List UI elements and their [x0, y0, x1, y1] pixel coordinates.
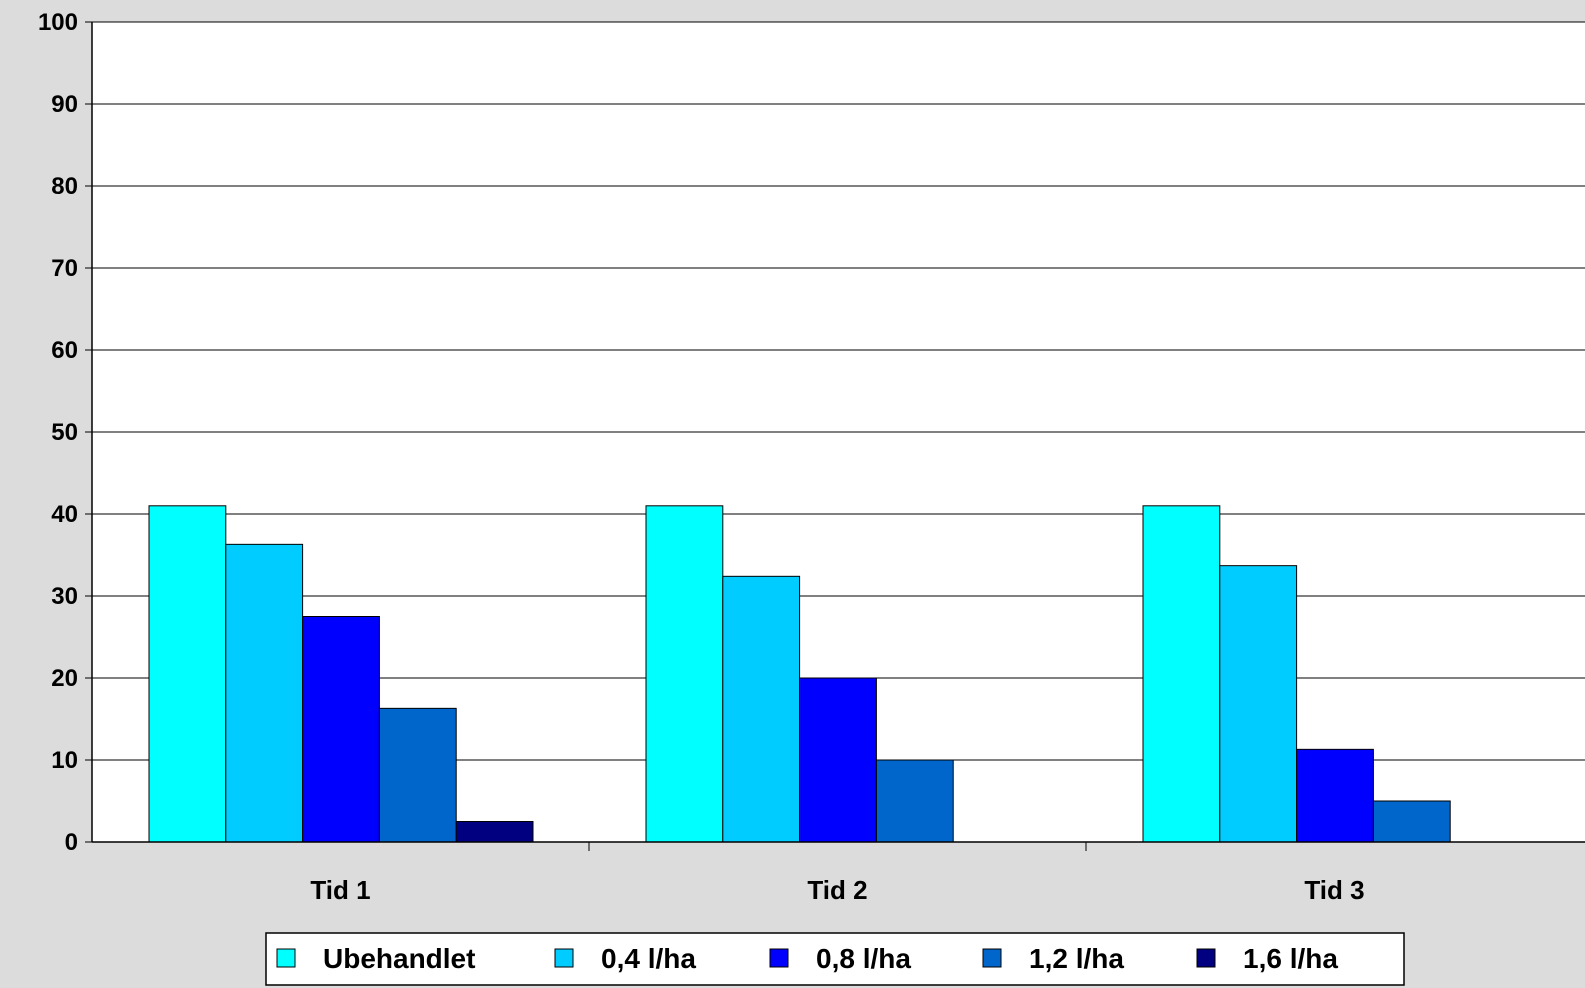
axes — [85, 21, 1585, 851]
y-tick-label: 50 — [51, 419, 78, 446]
bar — [302, 616, 380, 843]
legend-swatch — [554, 948, 574, 968]
y-tick-label: 80 — [51, 173, 78, 200]
legend: Ubehandlet 0,4 l/ha 0,8 l/ha 1,2 l/ha 1,6 l/… — [265, 932, 1405, 986]
legend-swatch — [1196, 948, 1216, 968]
bars — [148, 505, 1451, 843]
y-tick-label: 20 — [51, 665, 78, 692]
x-tick-label: Tid 3 — [1304, 875, 1364, 905]
y-tick-labels: 0 10 20 30 40 50 60 70 80 90 100 — [38, 9, 78, 856]
bar — [645, 505, 724, 843]
y-tick-label: 30 — [51, 583, 78, 610]
y-tick-label: 100 — [38, 9, 78, 36]
legend-label: Ubehandlet — [323, 943, 475, 974]
bar — [875, 759, 954, 843]
y-tick-label: 70 — [51, 255, 78, 282]
y-tick-label: 0 — [65, 829, 78, 856]
legend-label: 0,4 l/ha — [601, 943, 696, 974]
x-tick-label: Tid 2 — [807, 875, 867, 905]
legend-label: 0,8 l/ha — [816, 943, 911, 974]
y-tick-label: 60 — [51, 337, 78, 364]
bar — [722, 575, 801, 843]
legend-swatch — [982, 948, 1002, 968]
bar — [1372, 800, 1451, 843]
x-tick-labels: Tid 1 Tid 2 Tid 3 — [310, 875, 1364, 905]
legend-swatch — [276, 948, 296, 968]
bar — [799, 677, 877, 843]
y-tick-label: 10 — [51, 747, 78, 774]
bar — [1296, 748, 1374, 843]
bar — [378, 707, 457, 843]
bar — [1142, 505, 1221, 843]
bar — [1219, 565, 1298, 843]
legend-label: 1,6 l/ha — [1243, 943, 1338, 974]
bar — [225, 543, 304, 843]
legend-swatch — [769, 948, 789, 968]
bar — [148, 505, 227, 843]
y-tick-label: 40 — [51, 501, 78, 528]
bar — [455, 821, 534, 843]
y-tick-label: 90 — [51, 91, 78, 118]
legend-label: 1,2 l/ha — [1029, 943, 1124, 974]
x-tick-label: Tid 1 — [310, 875, 370, 905]
